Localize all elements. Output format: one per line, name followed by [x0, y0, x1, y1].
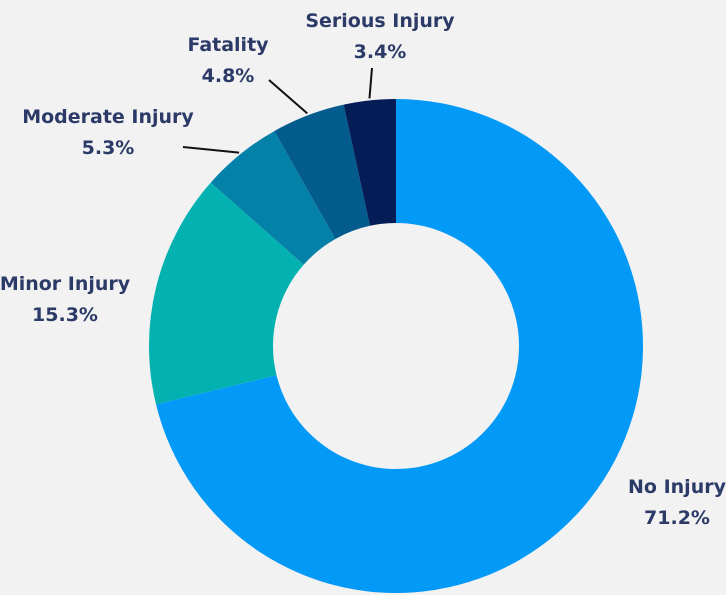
- leader-line-fatality: [268, 79, 308, 115]
- label-name-moderate-injury: Moderate Injury: [22, 106, 194, 128]
- slice-fatality: [274, 104, 370, 239]
- label-pct-no-injury: 71.2%: [644, 507, 710, 529]
- leader-line-serious-injury: [368, 67, 373, 99]
- slice-no-injury: [156, 99, 643, 593]
- label-name-no-injury: No Injury: [628, 476, 726, 498]
- label-name-fatality: Fatality: [187, 34, 269, 56]
- leader-lines: [182, 67, 373, 154]
- label-pct-minor-injury: 15.3%: [32, 304, 98, 326]
- label-pct-serious-injury: 3.4%: [354, 41, 407, 63]
- label-pct-fatality: 4.8%: [202, 65, 255, 87]
- slice-moderate-injury: [210, 131, 336, 265]
- leader-line-moderate-injury: [182, 146, 240, 154]
- label-name-minor-injury: Minor Injury: [0, 273, 131, 295]
- label-pct-moderate-injury: 5.3%: [82, 137, 135, 159]
- donut-slices: [149, 99, 643, 593]
- label-name-serious-injury: Serious Injury: [305, 10, 455, 32]
- slice-serious-injury: [343, 99, 396, 226]
- slice-minor-injury: [149, 182, 304, 405]
